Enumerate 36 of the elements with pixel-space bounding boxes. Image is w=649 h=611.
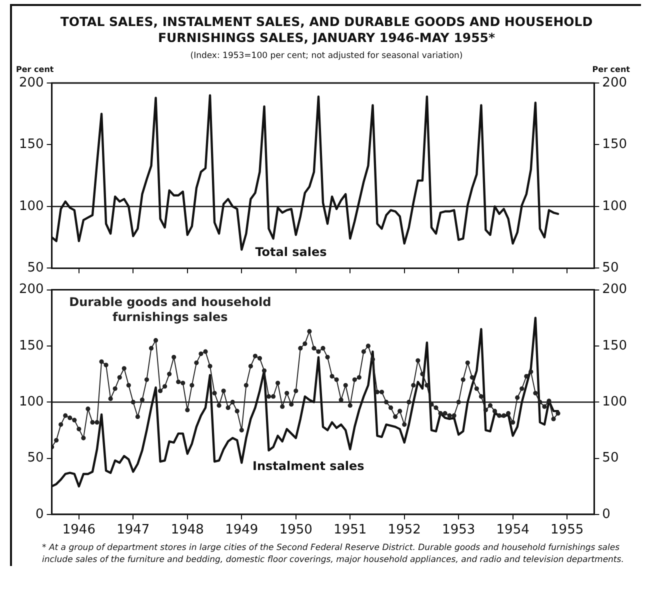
y2-tick-label: 100 [602,199,628,214]
y-tick-label: 100 [18,394,44,410]
y2-tick-label: 50 [602,450,619,466]
y-tick-label: 200 [18,282,44,298]
x-tick-label: 1949 [225,522,258,538]
x-tick-label: 1947 [116,522,150,538]
text: * At a group of department stores in large cities of the Second Federal Reserve District. Durable goods and household furnishings sales include sales of the furniture and bedding, domestic floor coverings, major household appliances, and radio and television departments. [41,542,625,566]
x-tick-label: 1952 [388,522,421,538]
chart-subtitle: (Index: 1953=100 per cent; not adjusted for seasonal variation) [189,51,464,62]
x-tick-label: 1951 [334,522,367,538]
series-label: Total sales [255,245,327,261]
y2-tick-label: 50 [602,260,619,276]
y-tick-label: 150 [18,338,44,354]
x-tick-label: 1953 [442,522,476,538]
y-tick-label: 150 [18,137,44,152]
y2-tick-label: 150 [602,137,628,152]
y2-tick-label: 200 [602,76,628,91]
y2-tick-label: 200 [602,282,628,298]
y2-tick-label: 0 [602,507,610,522]
x-tick-label: 1948 [170,522,204,538]
x-tick-label: 1954 [496,522,530,538]
y-tick-label: 200 [18,76,44,91]
y2-tick-label: 100 [602,394,628,410]
y2-tick-label: 150 [602,338,628,354]
y-axis-title: Per cent [16,65,54,74]
y-tick-label: 50 [27,450,44,466]
chart-title: TOTAL SALES, INSTALMENT SALES, AND DURABLE GOODS AND HOUSEHOLD FURNISHINGS SALES, JANUARY 1946-MAY 1955* [59,13,594,46]
series-label: Instalment sales [252,458,364,474]
x-tick-label: 1946 [62,522,96,538]
y-tick-label: 100 [18,199,44,214]
y2-axis-title: Per cent [592,65,630,74]
x-tick-label: 1950 [279,522,312,538]
x-tick-label: 1955 [550,522,584,538]
y-tick-label: 50 [27,260,44,276]
y-tick-label: 0 [36,507,44,522]
text: Durable goods and household furnishings sales [68,294,272,326]
